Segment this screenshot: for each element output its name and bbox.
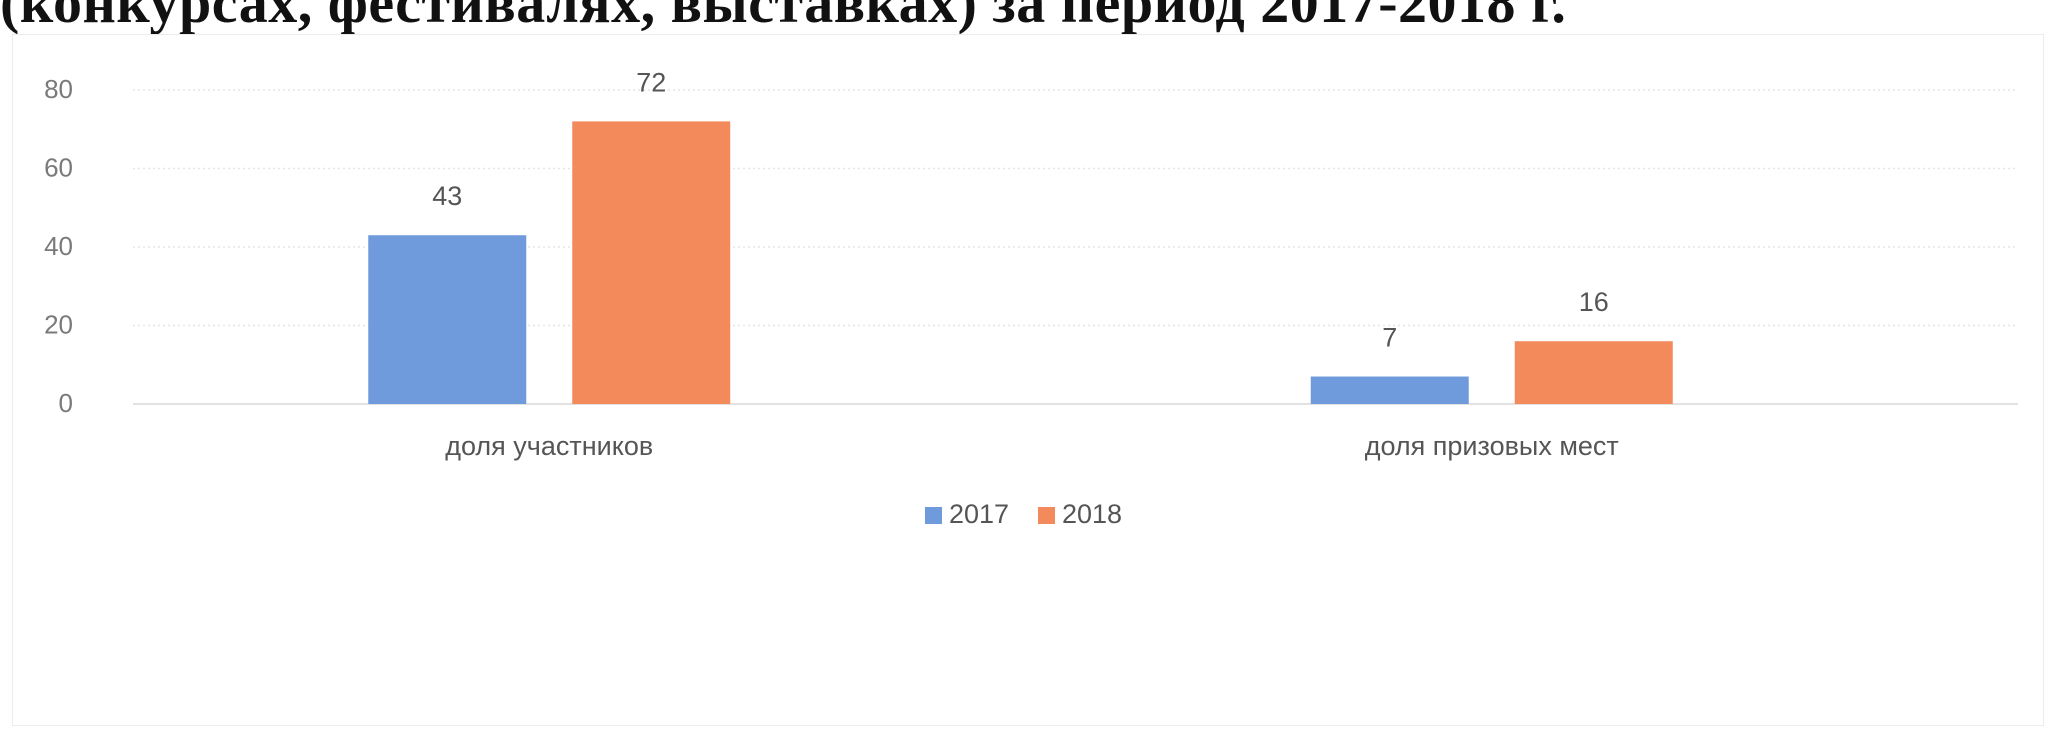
y-tick-label: 0: [59, 388, 73, 418]
bars: [368, 121, 1673, 405]
data-label: 16: [1579, 287, 1609, 317]
y-axis-tick-labels: 0 20 40 60 80: [44, 74, 73, 418]
bar-2018-2: [1514, 341, 1673, 404]
y-tick-label: 60: [44, 153, 73, 183]
bar-chart: 0 20 40 60 80 43 72 7 16 доля участников доля пр…: [44, 67, 2018, 529]
bar-2017-2: [1310, 376, 1469, 404]
chart-area: 0 20 40 60 80 43 72 7 16 доля участников доля пр…: [12, 34, 2044, 726]
legend: 2017 2018: [925, 499, 1122, 529]
legend-swatch: [1038, 507, 1055, 524]
data-label: 72: [636, 67, 666, 97]
legend-label: 2018: [1062, 499, 1122, 529]
legend-swatch: [925, 507, 942, 524]
x-axis-category-labels: доля участников доля призовых мест: [445, 431, 1619, 461]
y-tick-label: 80: [44, 74, 73, 104]
legend-label: 2017: [949, 499, 1009, 529]
x-category-label: доля участников: [445, 431, 653, 461]
bar-2017-1: [368, 235, 527, 404]
data-label: 43: [432, 181, 462, 211]
bar-2018-1: [572, 121, 731, 405]
y-tick-label: 40: [44, 231, 73, 261]
data-label: 7: [1382, 323, 1397, 353]
y-tick-label: 20: [44, 310, 73, 340]
page-title: (конкурсах, фестивалях, выставках) за пе…: [0, 0, 1567, 34]
data-labels: 43 72 7 16: [432, 67, 1609, 352]
x-category-label: доля призовых мест: [1365, 431, 1619, 461]
